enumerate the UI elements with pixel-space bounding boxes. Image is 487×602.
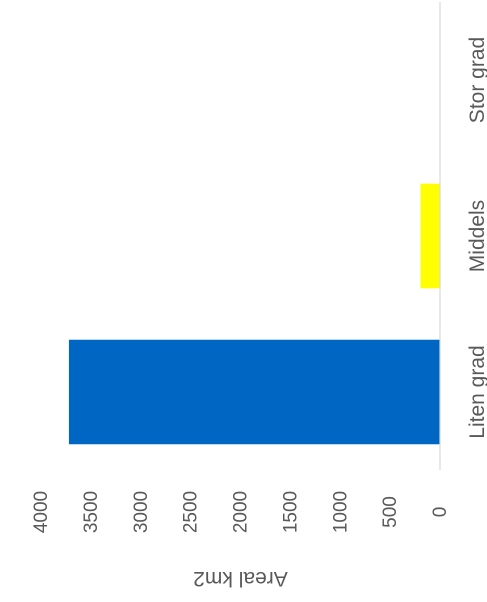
bar-middels bbox=[420, 183, 440, 289]
tick-label-3000: 3000 bbox=[131, 491, 152, 533]
bars bbox=[68, 183, 441, 445]
tick-label-1500: 1500 bbox=[280, 491, 301, 533]
tick-label-500: 500 bbox=[380, 496, 401, 528]
value-axis-title: Areal km2 bbox=[193, 567, 288, 590]
tick-label-3500: 3500 bbox=[81, 491, 102, 533]
tick-label-2000: 2000 bbox=[231, 491, 252, 533]
tick-label-1000: 1000 bbox=[330, 491, 351, 533]
category-label-stor-grad: Stor grad bbox=[466, 37, 487, 123]
tick-label-0: 0 bbox=[430, 507, 451, 518]
value-tick-labels: 0 500 1000 1500 2000 2500 3000 3500 4000 bbox=[31, 491, 451, 533]
tick-label-4000: 4000 bbox=[31, 491, 52, 533]
bar-liten-grad bbox=[68, 339, 441, 445]
category-label-liten-grad: Liten grad bbox=[466, 345, 487, 438]
category-label-middels: Middels bbox=[466, 200, 487, 272]
tick-label-2500: 2500 bbox=[181, 491, 202, 533]
category-labels: Liten grad Middels Stor grad bbox=[466, 37, 487, 439]
